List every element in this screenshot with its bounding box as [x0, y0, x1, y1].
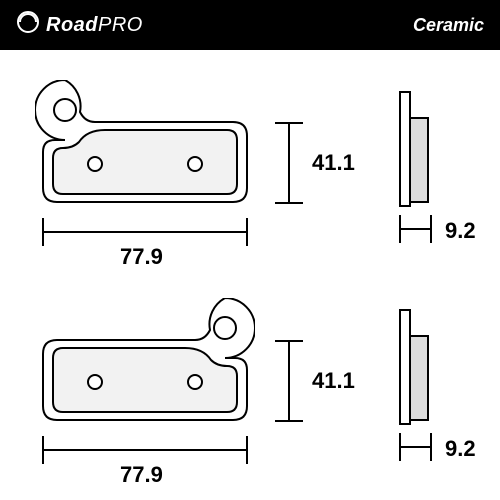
dim-line-thick-bottom [399, 446, 432, 448]
brake-pad-side-bottom [398, 308, 434, 426]
brake-pad-front-top [35, 80, 255, 210]
diagram-canvas: RoadPRO Ceramic 41.1 77.9 [0, 0, 500, 500]
brand-suffix: PRO [98, 14, 143, 36]
section-bottom: 41.1 77.9 9.2 [0, 278, 500, 488]
brand-prefix: Road [46, 14, 98, 36]
dim-label-thick-top: 9.2 [445, 218, 476, 244]
dim-line-height-top [288, 122, 290, 204]
dim-label-thick-bottom: 9.2 [445, 436, 476, 462]
brand: RoadPRO [16, 10, 143, 40]
dim-line-height-bottom [288, 340, 290, 422]
dim-line-width-top [42, 231, 248, 233]
brake-pad-side-top [398, 90, 434, 208]
header-bar: RoadPRO Ceramic [0, 0, 500, 50]
dim-line-thick-top [399, 228, 432, 230]
dim-label-height-bottom: 41.1 [312, 368, 355, 394]
dim-label-width-bottom: 77.9 [120, 462, 163, 488]
dim-label-height-top: 41.1 [312, 150, 355, 176]
subtitle: Ceramic [413, 15, 484, 36]
dim-label-width-top: 77.9 [120, 244, 163, 270]
section-top: 41.1 77.9 9.2 [0, 60, 500, 270]
logo-icon [16, 10, 40, 40]
brake-pad-front-bottom [35, 298, 255, 428]
dim-line-width-bottom [42, 449, 248, 451]
